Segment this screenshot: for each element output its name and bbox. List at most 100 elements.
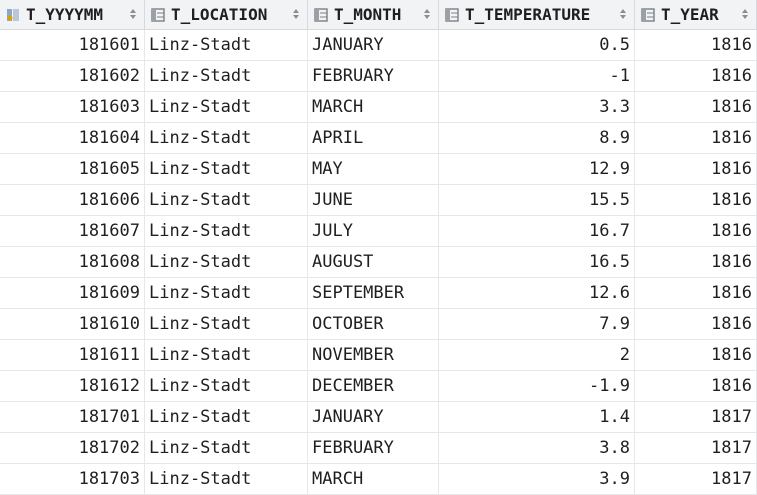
cell-temperature[interactable]: -1 — [439, 61, 635, 91]
cell-month[interactable]: JANUARY — [308, 30, 439, 60]
cell-yyyymm[interactable]: 181609 — [0, 278, 145, 308]
cell-month[interactable]: FEBRUARY — [308, 61, 439, 91]
cell-yyyymm[interactable]: 181607 — [0, 216, 145, 246]
cell-location[interactable]: Linz-Stadt — [145, 61, 308, 91]
cell-location[interactable]: Linz-Stadt — [145, 154, 308, 184]
cell-temperature[interactable]: 12.6 — [439, 278, 635, 308]
cell-year[interactable]: 1817 — [635, 402, 757, 432]
column-header-t-month[interactable]: T_MONTH — [308, 0, 439, 29]
table-row[interactable]: 181609 Linz-Stadt SEPTEMBER 12.6 1816 — [0, 278, 757, 309]
cell-month[interactable]: JUNE — [308, 185, 439, 215]
table-row[interactable]: 181702 Linz-Stadt FEBRUARY 3.8 1817 — [0, 433, 757, 464]
cell-month[interactable]: MARCH — [308, 92, 439, 122]
cell-yyyymm[interactable]: 181612 — [0, 371, 145, 401]
cell-month[interactable]: FEBRUARY — [308, 433, 439, 463]
table-row[interactable]: 181606 Linz-Stadt JUNE 15.5 1816 — [0, 185, 757, 216]
cell-month[interactable]: SEPTEMBER — [308, 278, 439, 308]
cell-year[interactable]: 1816 — [635, 278, 757, 308]
cell-month[interactable]: DECEMBER — [308, 371, 439, 401]
cell-yyyymm[interactable]: 181608 — [0, 247, 145, 277]
table-row[interactable]: 181605 Linz-Stadt MAY 12.9 1816 — [0, 154, 757, 185]
cell-temperature[interactable]: 16.7 — [439, 216, 635, 246]
sort-icon[interactable] — [620, 8, 626, 20]
cell-month[interactable]: JULY — [308, 216, 439, 246]
cell-yyyymm[interactable]: 181610 — [0, 309, 145, 339]
cell-yyyymm[interactable]: 181605 — [0, 154, 145, 184]
cell-location[interactable]: Linz-Stadt — [145, 247, 308, 277]
cell-month[interactable]: MARCH — [308, 464, 439, 494]
sort-icon[interactable] — [293, 8, 299, 20]
cell-yyyymm[interactable]: 181604 — [0, 123, 145, 153]
cell-year[interactable]: 1816 — [635, 309, 757, 339]
table-row[interactable]: 181603 Linz-Stadt MARCH 3.3 1816 — [0, 92, 757, 123]
table-row[interactable]: 181703 Linz-Stadt MARCH 3.9 1817 — [0, 464, 757, 495]
cell-year[interactable]: 1817 — [635, 433, 757, 463]
cell-location[interactable]: Linz-Stadt — [145, 402, 308, 432]
cell-yyyymm[interactable]: 181702 — [0, 433, 145, 463]
cell-month[interactable]: JANUARY — [308, 402, 439, 432]
cell-yyyymm[interactable]: 181611 — [0, 340, 145, 370]
cell-temperature[interactable]: 3.3 — [439, 92, 635, 122]
cell-year[interactable]: 1817 — [635, 464, 757, 494]
cell-temperature[interactable]: 1.4 — [439, 402, 635, 432]
cell-temperature[interactable]: -1.9 — [439, 371, 635, 401]
cell-temperature[interactable]: 0.5 — [439, 30, 635, 60]
table-row[interactable]: 181601 Linz-Stadt JANUARY 0.5 1816 — [0, 30, 757, 61]
cell-month[interactable]: NOVEMBER — [308, 340, 439, 370]
cell-year[interactable]: 1816 — [635, 123, 757, 153]
cell-location[interactable]: Linz-Stadt — [145, 433, 308, 463]
column-header-t-temperature[interactable]: T_TEMPERATURE — [439, 0, 635, 29]
cell-temperature[interactable]: 3.8 — [439, 433, 635, 463]
cell-location[interactable]: Linz-Stadt — [145, 371, 308, 401]
cell-location[interactable]: Linz-Stadt — [145, 185, 308, 215]
cell-location[interactable]: Linz-Stadt — [145, 309, 308, 339]
cell-temperature[interactable]: 12.9 — [439, 154, 635, 184]
cell-location[interactable]: Linz-Stadt — [145, 123, 308, 153]
cell-year[interactable]: 1816 — [635, 340, 757, 370]
cell-location[interactable]: Linz-Stadt — [145, 92, 308, 122]
cell-year[interactable]: 1816 — [635, 30, 757, 60]
cell-location[interactable]: Linz-Stadt — [145, 340, 308, 370]
cell-temperature[interactable]: 7.9 — [439, 309, 635, 339]
table-row[interactable]: 181610 Linz-Stadt OCTOBER 7.9 1816 — [0, 309, 757, 340]
table-row[interactable]: 181607 Linz-Stadt JULY 16.7 1816 — [0, 216, 757, 247]
cell-month[interactable]: AUGUST — [308, 247, 439, 277]
sort-icon[interactable] — [424, 8, 430, 20]
cell-year[interactable]: 1816 — [635, 92, 757, 122]
column-header-t-year[interactable]: T_YEAR — [635, 0, 757, 29]
cell-month[interactable]: APRIL — [308, 123, 439, 153]
cell-year[interactable]: 1816 — [635, 154, 757, 184]
cell-temperature[interactable]: 2 — [439, 340, 635, 370]
cell-yyyymm[interactable]: 181701 — [0, 402, 145, 432]
cell-location[interactable]: Linz-Stadt — [145, 216, 308, 246]
table-row[interactable]: 181604 Linz-Stadt APRIL 8.9 1816 — [0, 123, 757, 154]
cell-location[interactable]: Linz-Stadt — [145, 278, 308, 308]
cell-year[interactable]: 1816 — [635, 216, 757, 246]
cell-temperature[interactable]: 8.9 — [439, 123, 635, 153]
cell-temperature[interactable]: 16.5 — [439, 247, 635, 277]
cell-month[interactable]: OCTOBER — [308, 309, 439, 339]
cell-yyyymm[interactable]: 181602 — [0, 61, 145, 91]
column-header-t-location[interactable]: T_LOCATION — [145, 0, 308, 29]
cell-yyyymm[interactable]: 181603 — [0, 92, 145, 122]
cell-yyyymm[interactable]: 181601 — [0, 30, 145, 60]
cell-year[interactable]: 1816 — [635, 247, 757, 277]
cell-location[interactable]: Linz-Stadt — [145, 30, 308, 60]
table-row[interactable]: 181608 Linz-Stadt AUGUST 16.5 1816 — [0, 247, 757, 278]
cell-year[interactable]: 1816 — [635, 371, 757, 401]
sort-icon[interactable] — [742, 8, 748, 20]
cell-year[interactable]: 1816 — [635, 185, 757, 215]
sort-icon[interactable] — [130, 8, 136, 20]
cell-yyyymm[interactable]: 181703 — [0, 464, 145, 494]
table-row[interactable]: 181602 Linz-Stadt FEBRUARY -1 1816 — [0, 61, 757, 92]
table-row[interactable]: 181612 Linz-Stadt DECEMBER -1.9 1816 — [0, 371, 757, 402]
cell-location[interactable]: Linz-Stadt — [145, 464, 308, 494]
column-header-t-yyyymm[interactable]: T_YYYYMM — [0, 0, 145, 29]
cell-year[interactable]: 1816 — [635, 61, 757, 91]
table-row[interactable]: 181701 Linz-Stadt JANUARY 1.4 1817 — [0, 402, 757, 433]
cell-month[interactable]: MAY — [308, 154, 439, 184]
table-row[interactable]: 181611 Linz-Stadt NOVEMBER 2 1816 — [0, 340, 757, 371]
cell-temperature[interactable]: 15.5 — [439, 185, 635, 215]
cell-temperature[interactable]: 3.9 — [439, 464, 635, 494]
cell-yyyymm[interactable]: 181606 — [0, 185, 145, 215]
